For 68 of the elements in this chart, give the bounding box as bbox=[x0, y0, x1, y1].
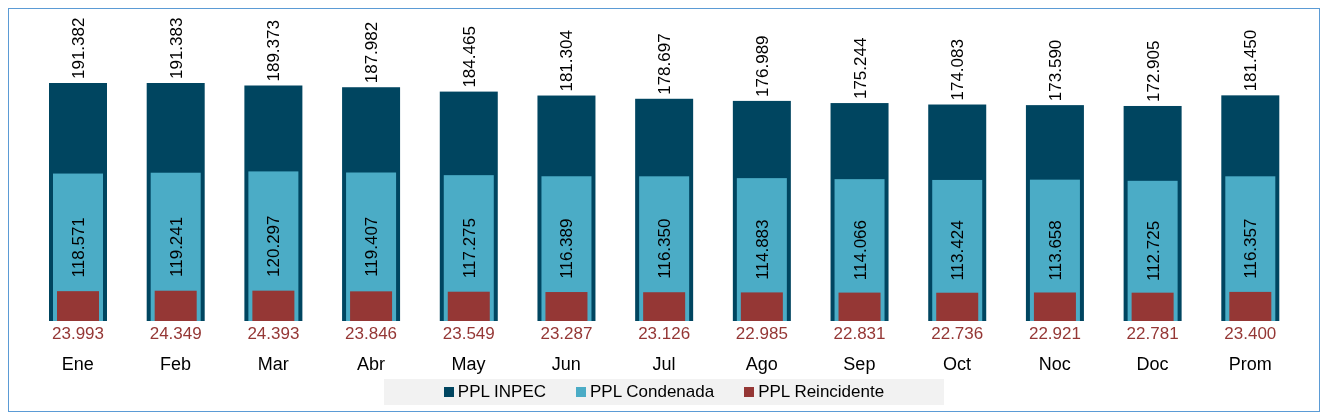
data-label: 22.985 bbox=[735, 324, 788, 343]
bar bbox=[936, 292, 979, 321]
data-label: 175.244 bbox=[850, 37, 870, 100]
x-tick-label: Jun bbox=[551, 353, 581, 374]
data-label: 174.083 bbox=[948, 39, 968, 101]
data-label: 113.424 bbox=[948, 220, 968, 281]
data-label: 24.393 bbox=[247, 324, 300, 343]
x-tick-label: Doc bbox=[1136, 353, 1169, 374]
bar bbox=[643, 292, 686, 321]
data-label: 116.357 bbox=[1241, 218, 1261, 279]
data-label: 172.905 bbox=[1143, 40, 1163, 102]
bar bbox=[447, 291, 490, 321]
bar bbox=[350, 291, 393, 321]
data-label: 114.883 bbox=[752, 219, 772, 280]
data-label: 181.304 bbox=[557, 30, 577, 92]
data-label: 116.350 bbox=[655, 218, 675, 279]
data-label: 24.349 bbox=[149, 324, 202, 343]
x-tick-label: Ago bbox=[745, 353, 778, 374]
bar bbox=[154, 290, 197, 321]
data-label: 176.989 bbox=[752, 35, 772, 97]
data-label: 23.846 bbox=[345, 324, 398, 343]
bar bbox=[838, 292, 881, 321]
bar bbox=[545, 292, 588, 321]
data-label: 22.831 bbox=[833, 324, 886, 343]
legend-label: PPL Condenada bbox=[589, 382, 715, 402]
data-label: 184.465 bbox=[459, 26, 479, 88]
data-label: 117.275 bbox=[459, 217, 479, 279]
data-label: 189.373 bbox=[264, 20, 284, 82]
data-label: 119.241 bbox=[166, 216, 186, 277]
x-tick-label: Prom bbox=[1228, 353, 1272, 374]
x-tick-label: Sep bbox=[843, 353, 876, 374]
x-tick-label: Oct bbox=[943, 353, 972, 374]
x-tick-label: May bbox=[451, 353, 486, 374]
data-label: 23.126 bbox=[638, 324, 691, 343]
data-label: 22.736 bbox=[931, 324, 984, 343]
legend-label: PPL Reincidente bbox=[757, 382, 885, 402]
data-label: 22.781 bbox=[1126, 324, 1179, 343]
data-label: 118.571 bbox=[69, 217, 88, 278]
x-tick-label: Mar bbox=[257, 353, 289, 374]
data-label: 22.921 bbox=[1028, 324, 1081, 343]
data-label: 191.383 bbox=[166, 17, 186, 79]
x-tick-label: Abr bbox=[356, 353, 385, 374]
bar bbox=[252, 290, 295, 321]
x-tick-label: Feb bbox=[160, 353, 192, 374]
data-label: 178.697 bbox=[655, 33, 675, 95]
bar bbox=[1131, 292, 1174, 321]
data-label: 116.389 bbox=[557, 218, 577, 279]
data-label: 191.382 bbox=[69, 17, 88, 79]
data-label: 113.658 bbox=[1045, 220, 1065, 281]
data-label: 120.297 bbox=[264, 215, 284, 277]
data-label: 173.590 bbox=[1045, 39, 1065, 102]
data-label: 112.725 bbox=[1143, 220, 1163, 282]
data-label: 23.993 bbox=[52, 324, 104, 343]
data-label: 181.450 bbox=[1241, 29, 1261, 92]
data-label: 187.982 bbox=[362, 21, 382, 84]
data-label: 23.400 bbox=[1224, 324, 1277, 343]
bar bbox=[740, 292, 783, 321]
data-label: 119.407 bbox=[362, 216, 382, 277]
x-tick-label: Jul bbox=[652, 353, 676, 374]
x-tick-label: Ene bbox=[61, 353, 94, 374]
data-label: 114.066 bbox=[850, 219, 870, 281]
bar bbox=[1033, 292, 1076, 321]
bar bbox=[1229, 291, 1272, 321]
legend-label: PPL INPEC bbox=[456, 382, 547, 402]
data-label: 23.287 bbox=[540, 324, 593, 343]
x-tick-label: Noc bbox=[1038, 353, 1071, 374]
bar bbox=[57, 291, 99, 321]
data-label: 23.549 bbox=[442, 324, 495, 343]
